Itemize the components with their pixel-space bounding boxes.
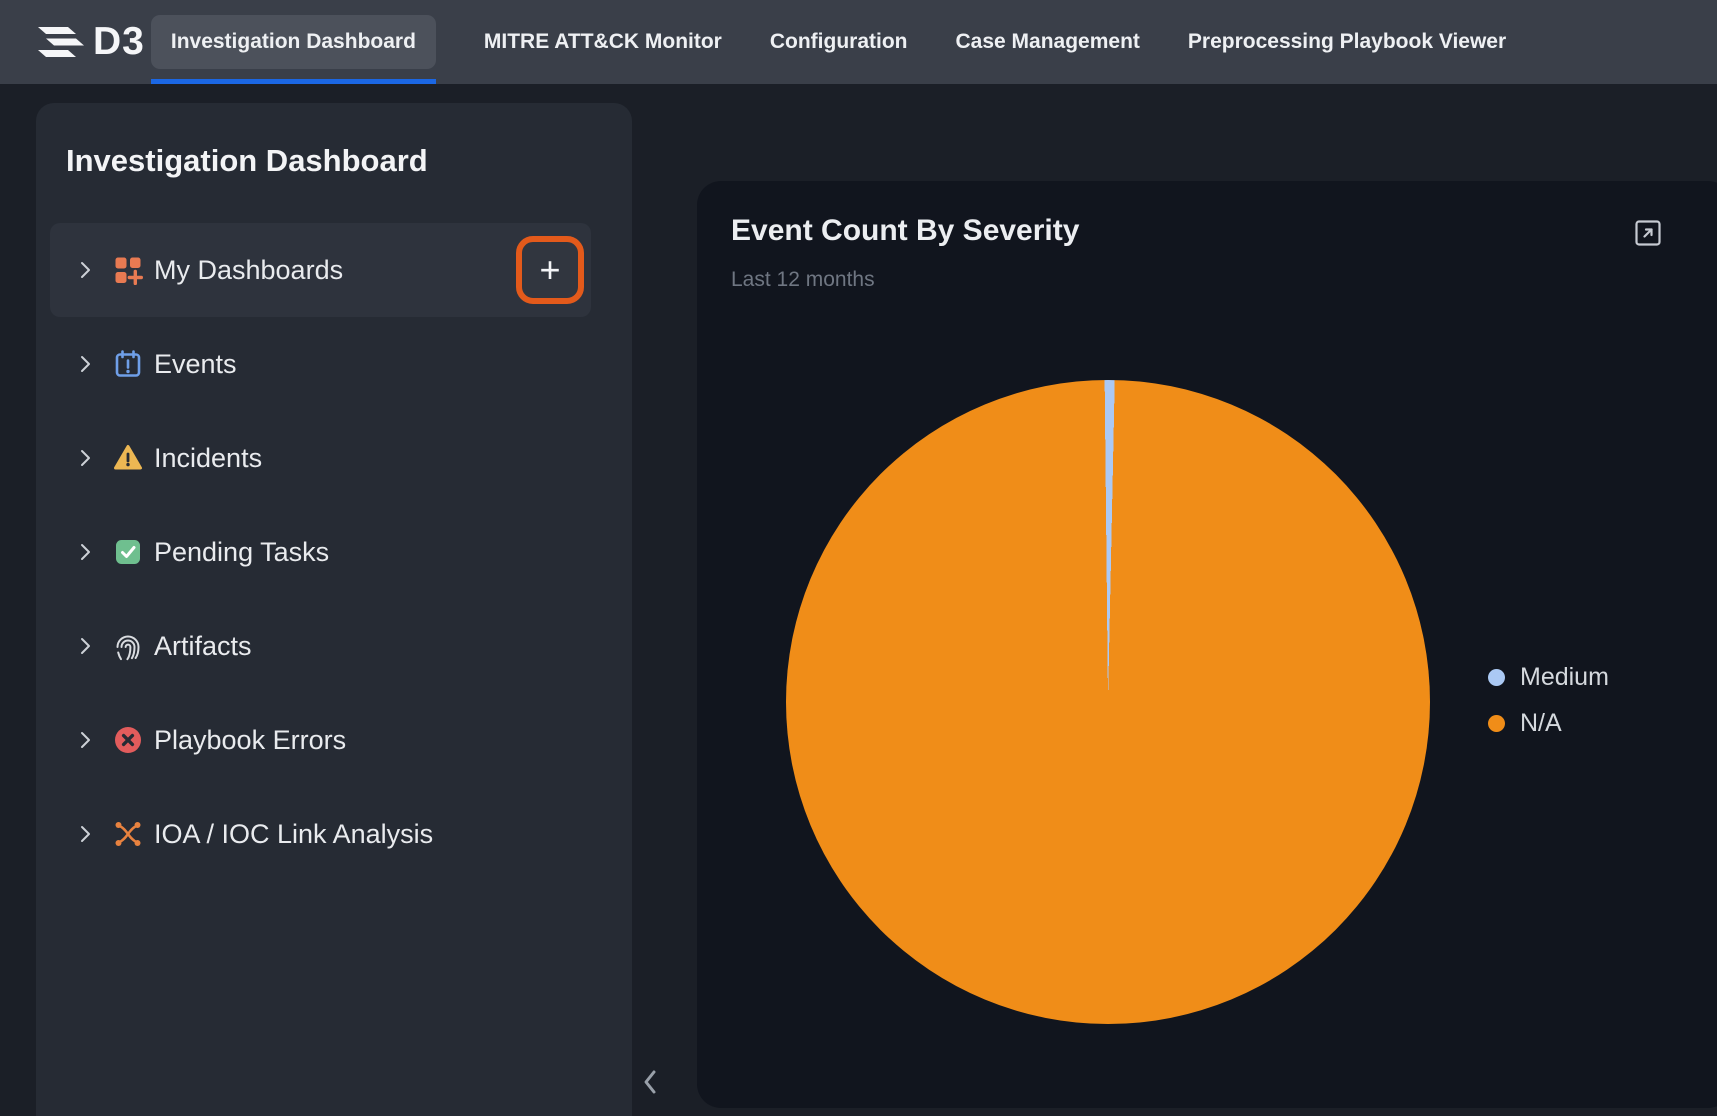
- sidebar-item-label: Pending Tasks: [154, 537, 329, 568]
- pie-chart[interactable]: [786, 380, 1430, 1024]
- chart-legend: Medium N/A: [1488, 661, 1609, 739]
- task-check-icon: [113, 537, 143, 567]
- chevron-right-icon: [77, 729, 94, 751]
- sidebar-menu: My Dashboards + Events: [36, 223, 632, 881]
- sidebar-item-label: Playbook Errors: [154, 725, 346, 756]
- tab-configuration[interactable]: Configuration: [770, 15, 908, 69]
- add-dashboard-button[interactable]: +: [516, 236, 584, 304]
- sidebar-item-incidents[interactable]: Incidents: [36, 411, 632, 505]
- d3-logo: D3: [34, 20, 145, 64]
- plus-icon: +: [539, 252, 560, 288]
- open-in-new-button[interactable]: [1634, 219, 1662, 247]
- sidebar-item-my-dashboards[interactable]: My Dashboards +: [50, 223, 591, 317]
- sidebar-item-label: Events: [154, 349, 237, 380]
- sidebar-item-label: IOA / IOC Link Analysis: [154, 819, 433, 850]
- tab-case-management[interactable]: Case Management: [956, 15, 1140, 69]
- sidebar-collapse-button[interactable]: [638, 1062, 662, 1102]
- sidebar: Investigation Dashboard My Dashboards +: [36, 103, 632, 1116]
- d3-logo-text: D3: [93, 20, 145, 64]
- nav-tabs: Investigation Dashboard MITRE ATT&CK Mon…: [151, 0, 1506, 84]
- sidebar-item-label: Incidents: [154, 443, 262, 474]
- d3-wing-icon: [34, 20, 90, 64]
- sidebar-item-label: My Dashboards: [154, 255, 343, 286]
- chevron-right-icon: [77, 353, 94, 375]
- sidebar-item-artifacts[interactable]: Artifacts: [36, 599, 632, 693]
- legend-label: N/A: [1520, 709, 1562, 738]
- tab-investigation-dashboard[interactable]: Investigation Dashboard: [151, 15, 436, 69]
- sidebar-item-ioa-ioc-link-analysis[interactable]: IOA / IOC Link Analysis: [36, 787, 632, 881]
- legend-dot: [1488, 715, 1505, 732]
- warning-triangle-icon: [113, 443, 143, 473]
- error-circle-icon: [113, 725, 143, 755]
- sidebar-item-playbook-errors[interactable]: Playbook Errors: [36, 693, 632, 787]
- tab-preprocessing-playbook-viewer[interactable]: Preprocessing Playbook Viewer: [1188, 15, 1506, 69]
- fingerprint-icon: [113, 631, 143, 661]
- chevron-right-icon: [77, 447, 94, 469]
- link-analysis-icon: [113, 819, 143, 849]
- open-in-new-icon: [1634, 219, 1662, 247]
- top-nav: D3 Investigation Dashboard MITRE ATT&CK …: [0, 0, 1717, 84]
- calendar-alert-icon: [113, 349, 143, 379]
- chart-panel: Event Count By Severity Last 12 months M…: [697, 181, 1717, 1108]
- chevron-right-icon: [77, 541, 94, 563]
- sidebar-item-events[interactable]: Events: [36, 317, 632, 411]
- sidebar-item-label: Artifacts: [154, 631, 252, 662]
- legend-label: Medium: [1520, 663, 1609, 692]
- sidebar-item-pending-tasks[interactable]: Pending Tasks: [36, 505, 632, 599]
- chevron-right-icon: [77, 259, 94, 281]
- chevron-right-icon: [77, 823, 94, 845]
- legend-item[interactable]: Medium: [1488, 661, 1609, 693]
- dashboard-grid-icon: [113, 255, 143, 285]
- sidebar-title: Investigation Dashboard: [66, 143, 632, 179]
- tab-mitre-attack-monitor[interactable]: MITRE ATT&CK Monitor: [484, 15, 722, 69]
- chart-title: Event Count By Severity: [731, 214, 1079, 248]
- chart-subtitle: Last 12 months: [731, 268, 875, 292]
- chevron-left-icon: [641, 1067, 659, 1097]
- legend-item[interactable]: N/A: [1488, 707, 1609, 739]
- chevron-right-icon: [77, 635, 94, 657]
- legend-dot: [1488, 669, 1505, 686]
